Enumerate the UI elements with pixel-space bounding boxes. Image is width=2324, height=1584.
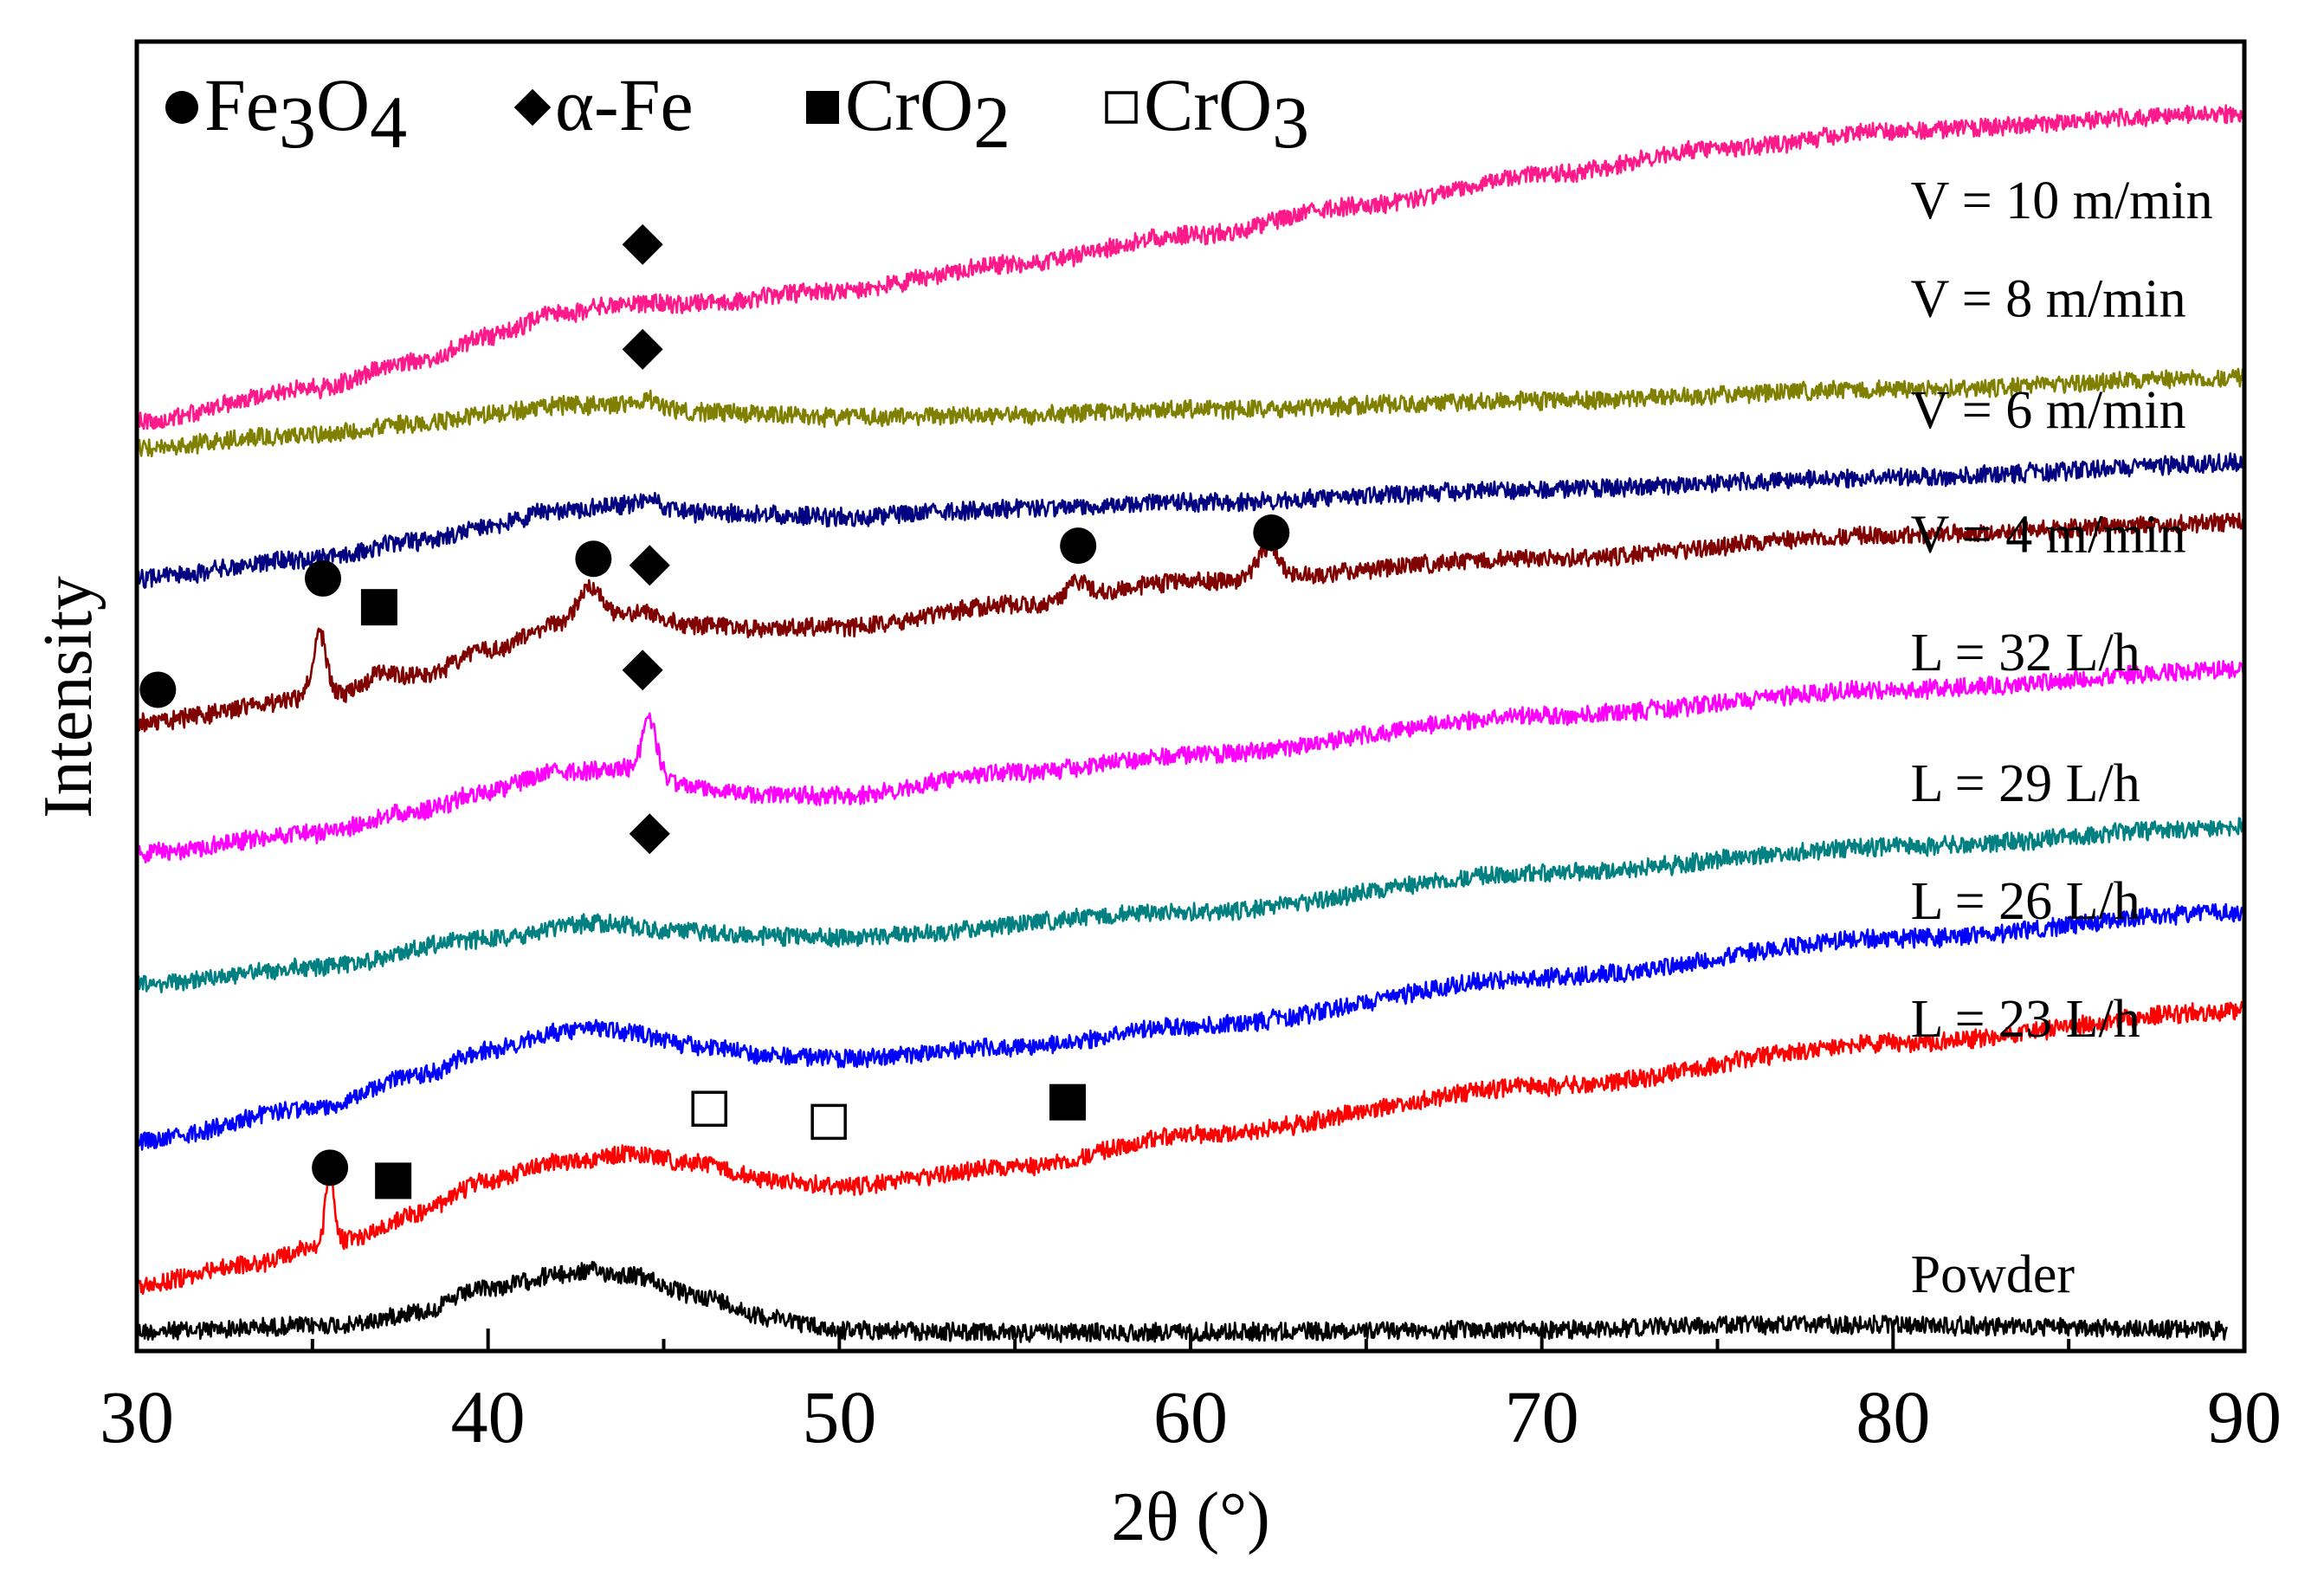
- series-label-3: L = 29 L/h: [1911, 754, 2140, 813]
- legend-symbol-filled-square: [806, 91, 839, 124]
- legend-symbol-diamond: [513, 88, 552, 126]
- series-trace-6: [135, 452, 2246, 589]
- series-label-0: Powder: [1911, 1245, 2075, 1304]
- legend-label: α-Fe: [555, 63, 694, 146]
- series-label-2: L = 26 L/h: [1911, 872, 2140, 931]
- series-trace-0: [136, 1260, 2228, 1343]
- legend-symbol-circle: [165, 91, 198, 124]
- x-tick-label: 30: [100, 1375, 174, 1458]
- phase-marker-circle-11: [312, 1149, 349, 1186]
- phase-marker-open-square-14: [810, 1103, 847, 1141]
- phase-marker-open-square-13: [691, 1090, 727, 1128]
- series-trace-5: [135, 512, 2246, 733]
- phase-marker-diamond-4: [629, 545, 670, 586]
- x-tick-label: 50: [802, 1375, 876, 1458]
- series-label-7: V = 8 m/min: [1911, 270, 2186, 329]
- phase-marker-circle-5: [1060, 527, 1097, 565]
- x-tick-label: 60: [1153, 1375, 1228, 1458]
- series-trace-1: [135, 1000, 2246, 1296]
- series-label-4: L = 32 L/h: [1911, 624, 2140, 682]
- series-trace-7: [135, 367, 2246, 458]
- legend-label: CrO3: [1144, 63, 1309, 164]
- legend: Fe3O4 α-Fe CrO2 CrO3: [165, 63, 1309, 164]
- x-ticks: 30 40 50 60 70 80 90: [100, 1329, 2282, 1458]
- phase-marker-circle-1: [305, 559, 342, 597]
- x-tick-label: 80: [1856, 1375, 1930, 1458]
- phase-marker-diamond-8: [622, 328, 663, 370]
- phase-marker-circle-6: [1253, 514, 1290, 551]
- x-tick-label: 40: [451, 1375, 526, 1458]
- x-axis-title: 2θ (°): [1111, 1479, 1270, 1555]
- phase-marker-diamond-7: [622, 223, 663, 265]
- marker-layer: [139, 223, 1290, 1199]
- series-trace-3: [135, 817, 2246, 994]
- phase-marker-circle-0: [139, 671, 177, 708]
- y-axis-title: Intensity: [30, 576, 107, 818]
- series-trace-8: [135, 104, 2245, 430]
- series-label-6: V = 6 m/min: [1911, 381, 2186, 440]
- series-label-8: V = 10 m/min: [1911, 171, 2213, 230]
- series-label-1: L = 23 L/h: [1911, 990, 2140, 1049]
- series-label-5: V = 4 m/min: [1911, 506, 2186, 565]
- x-tick-label: 90: [2207, 1375, 2282, 1458]
- phase-marker-diamond-10: [629, 813, 670, 855]
- series-trace-2: [135, 902, 2246, 1151]
- phase-marker-filled-square-12: [375, 1162, 412, 1199]
- phase-marker-circle-3: [575, 540, 612, 578]
- series-trace-4: [135, 660, 2246, 863]
- phase-marker-filled-square-15: [1049, 1083, 1087, 1121]
- series-layer: [135, 104, 2246, 1343]
- phase-marker-diamond-9: [622, 650, 663, 691]
- legend-label: CrO2: [845, 63, 1010, 164]
- x-tick-label: 70: [1505, 1375, 1579, 1458]
- phase-marker-filled-square-2: [360, 589, 397, 626]
- legend-label: Fe3O4: [204, 63, 407, 164]
- series-label-layer: Powder L = 23 L/h L = 26 L/h L = 29 L/h L = …: [1911, 171, 2213, 1304]
- legend-symbol-open-square: [1105, 91, 1138, 124]
